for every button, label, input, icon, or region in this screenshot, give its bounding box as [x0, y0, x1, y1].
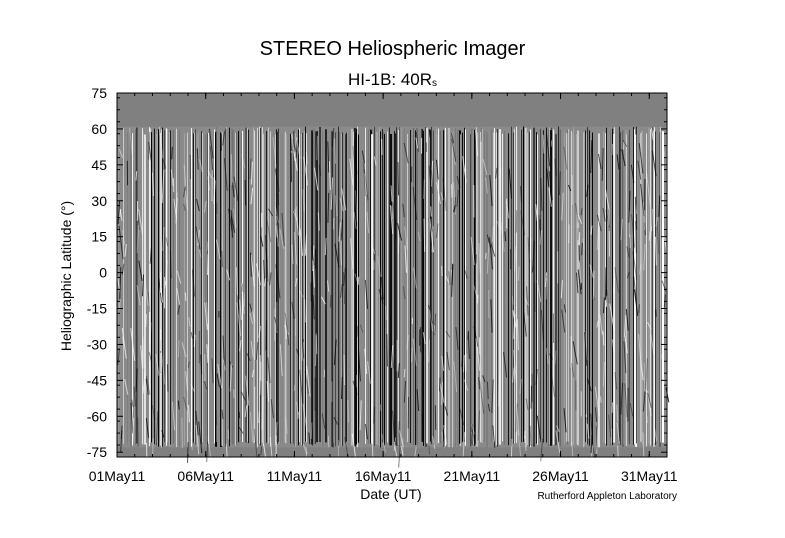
x-tick-label: 31May11: [621, 468, 678, 484]
x-axis-label: Date (UT): [360, 486, 421, 502]
y-tick-label: -45: [87, 372, 107, 388]
x-tick-label: 06May11: [177, 468, 234, 484]
x-tick-label: 01May11: [89, 468, 146, 484]
jmap-streaks: [116, 126, 671, 475]
credit-text: Rutherford Appleton Laboratory: [537, 491, 677, 502]
y-tick-label: 75: [91, 85, 107, 101]
y-tick-label: -30: [87, 336, 107, 352]
plot-frame: [116, 92, 668, 458]
y-tick-label: 30: [91, 193, 107, 209]
y-tick-label: -15: [87, 301, 107, 317]
y-axis-label: Heliographic Latitude (°): [58, 201, 74, 351]
y-tick-label: 0: [99, 265, 107, 281]
plot-area: [116, 93, 671, 475]
y-tick-label: 15: [91, 229, 107, 245]
x-tick-label: 26May11: [532, 468, 589, 484]
x-tick-label: 11May11: [267, 468, 323, 484]
y-tick-label: 60: [91, 121, 107, 137]
chart-subtitle: HI-1B: 40Rs: [0, 70, 785, 90]
y-tick-label: -60: [87, 408, 107, 424]
x-tick-label: 21May11: [444, 468, 501, 484]
y-tick-label: -75: [87, 444, 107, 460]
axes: 75 60 45 30 15 0 -15 -30 -45 -60 -75 01May11 06May11…: [87, 85, 678, 484]
subtitle-subscript: s: [432, 78, 438, 89]
subtitle-main: HI-1B: 40R: [347, 70, 433, 89]
x-tick-label: 16May11: [355, 468, 412, 484]
y-tick-label: 45: [91, 157, 107, 173]
chart-title: STEREO Heliospheric Imager: [259, 38, 526, 60]
